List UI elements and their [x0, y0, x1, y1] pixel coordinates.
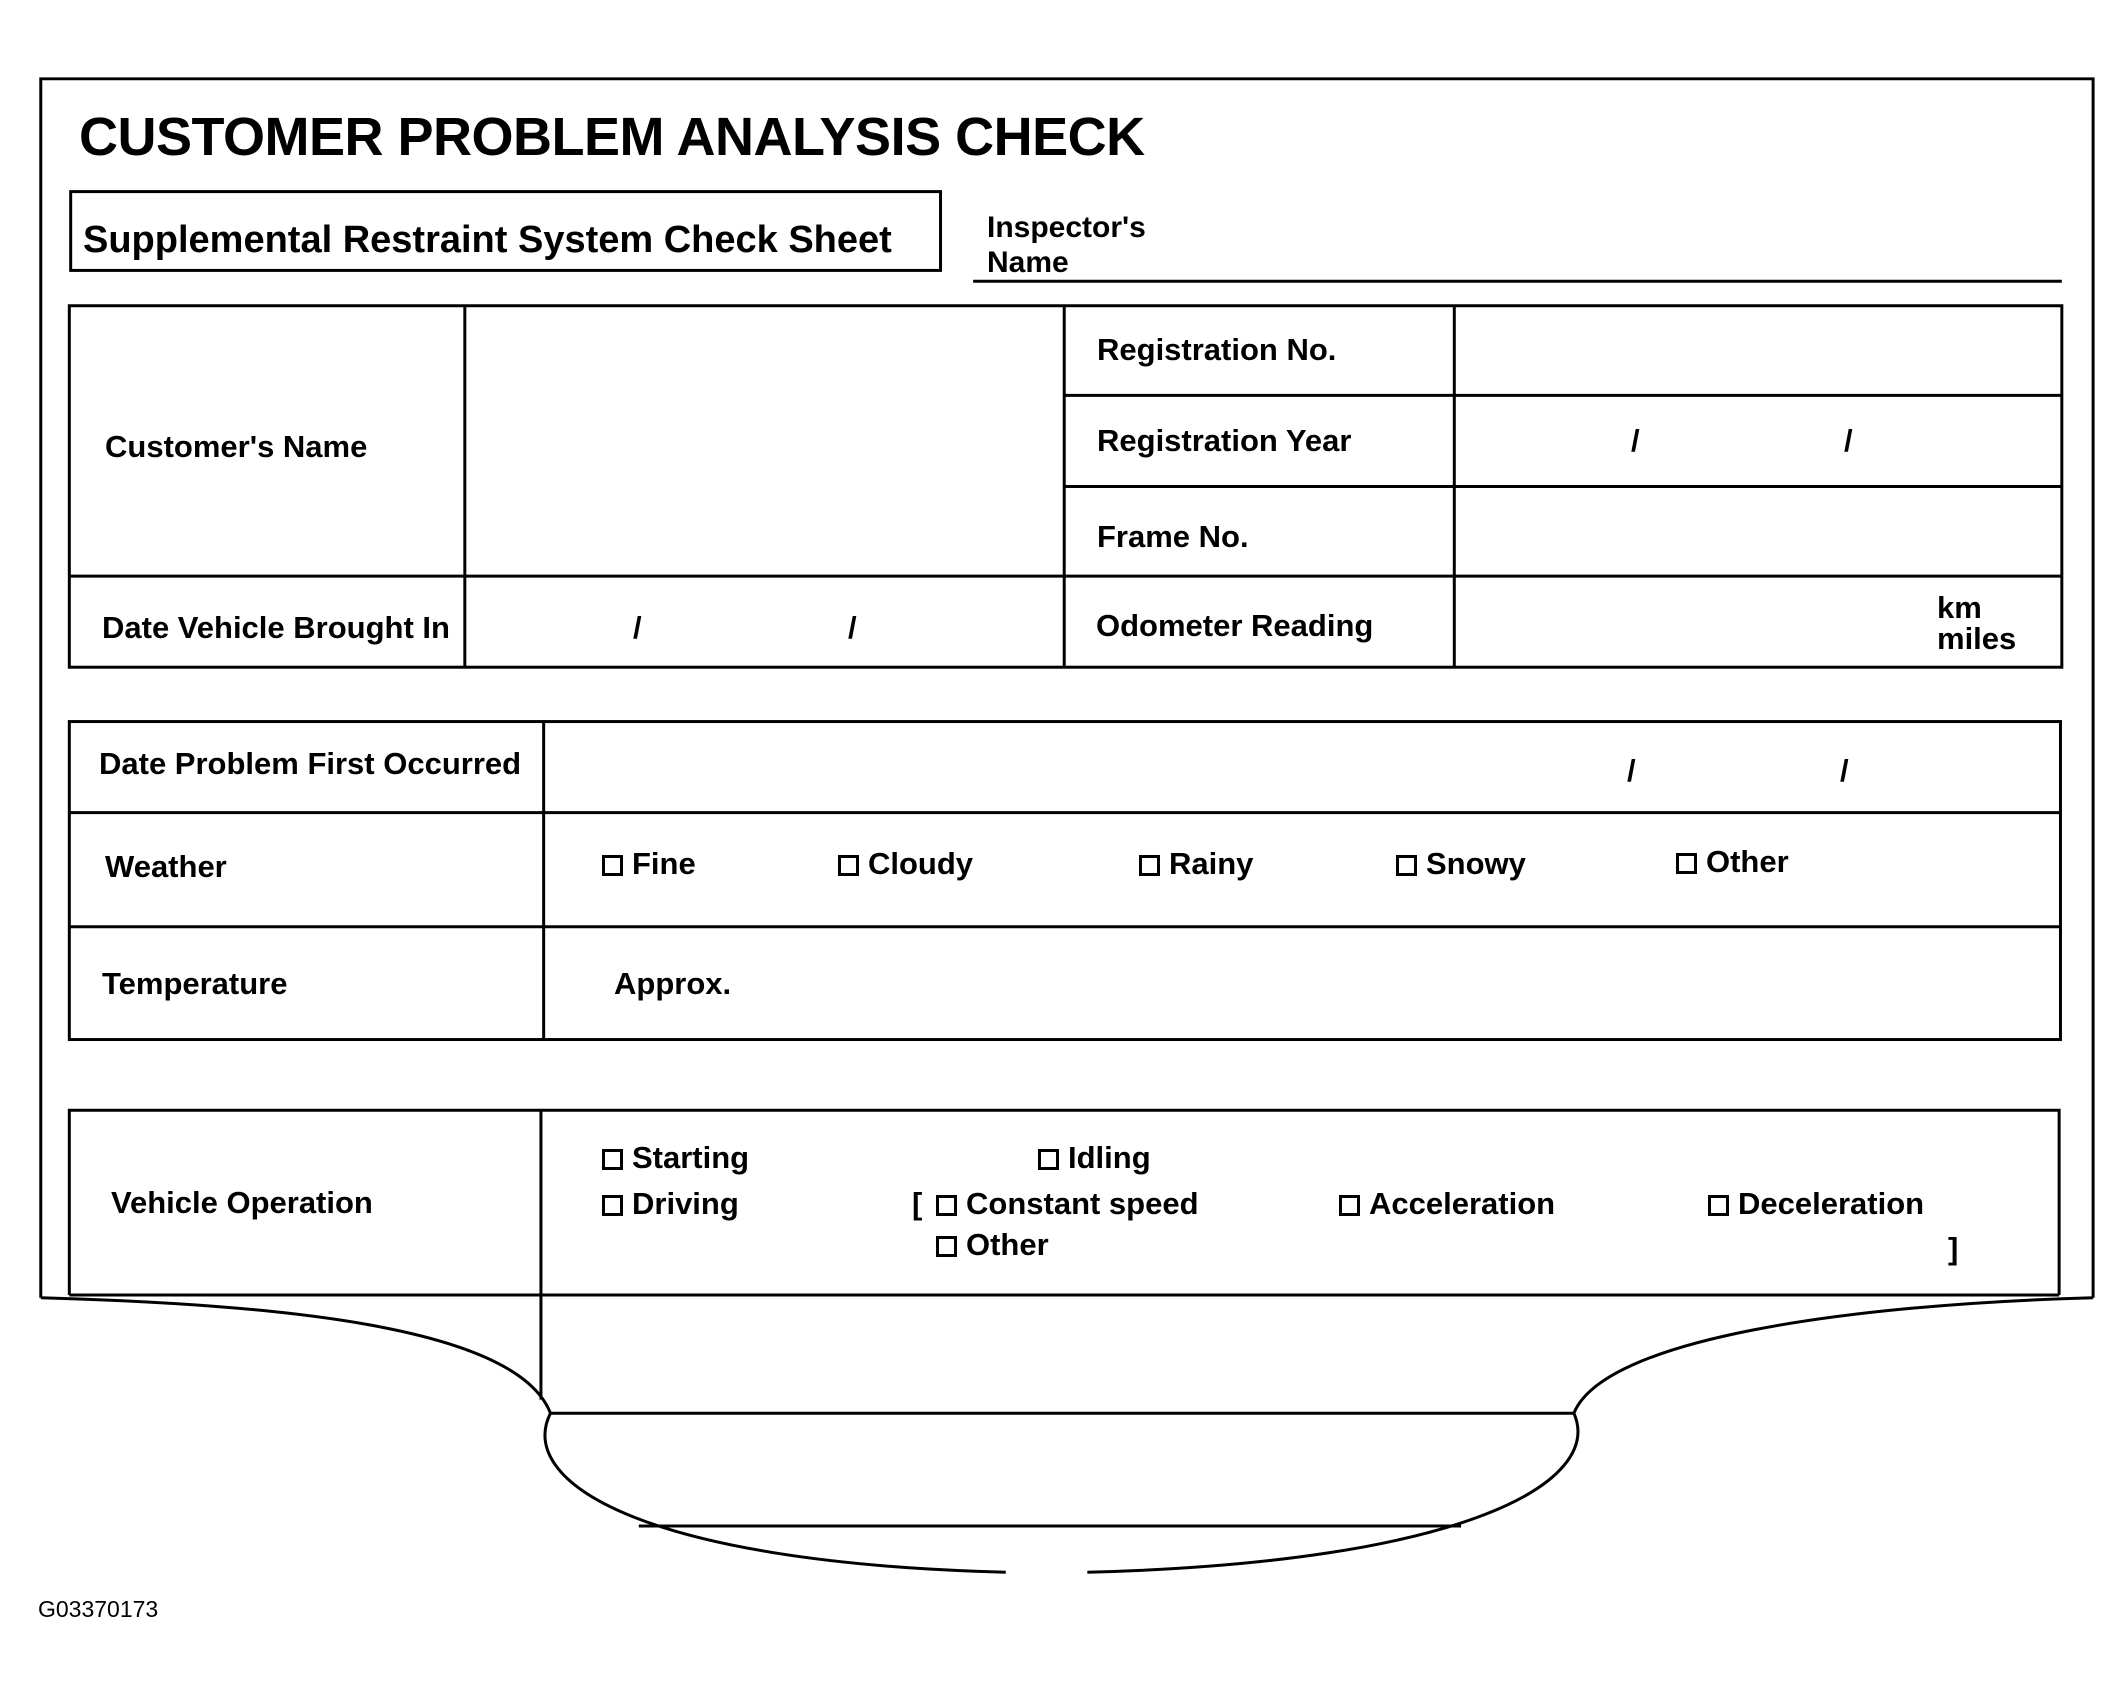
- checkbox[interactable]: [1396, 855, 1417, 876]
- checkbox[interactable]: [838, 855, 859, 876]
- weather-option-other[interactable]: Other: [1676, 846, 1789, 877]
- date-slash: /: [1840, 753, 1849, 788]
- operation-constant-speed[interactable]: Constant speed: [936, 1188, 1199, 1219]
- close-bracket: ]: [1948, 1231, 1959, 1266]
- date-slash: /: [1631, 423, 1640, 458]
- checkbox[interactable]: [602, 1149, 623, 1170]
- date-slash: /: [1844, 423, 1853, 458]
- open-bracket: [: [912, 1186, 923, 1221]
- weather-option-fine[interactable]: Fine: [602, 848, 696, 879]
- page-title: CUSTOMER PROBLEM ANALYSIS CHECK: [79, 107, 1145, 167]
- operation-acceleration[interactable]: Acceleration: [1339, 1188, 1555, 1219]
- operation-starting[interactable]: Starting: [602, 1142, 749, 1173]
- checkbox[interactable]: [602, 855, 623, 876]
- operation-other[interactable]: Other: [936, 1229, 1049, 1260]
- weather-option-snowy[interactable]: Snowy: [1396, 848, 1526, 879]
- date-brought-in-label: Date Vehicle Brought In: [102, 610, 450, 645]
- checkbox[interactable]: [1708, 1195, 1729, 1216]
- unit-miles: miles: [1937, 621, 2017, 656]
- check-sheet-subtitle: Supplemental Restraint System Check Shee…: [83, 219, 892, 261]
- checkbox[interactable]: [936, 1195, 957, 1216]
- date-slash: /: [1627, 753, 1636, 788]
- frame-no-label: Frame No.: [1097, 519, 1249, 554]
- weather-option-rainy[interactable]: Rainy: [1139, 848, 1253, 879]
- checkbox[interactable]: [1038, 1149, 1059, 1170]
- date-slash: /: [633, 610, 642, 645]
- vehicle-operation-label: Vehicle Operation: [111, 1185, 373, 1220]
- figure-id: G03370173: [38, 1596, 159, 1622]
- unit-km: km: [1937, 590, 1982, 625]
- date-first-occurred-label: Date Problem First Occurred: [99, 746, 522, 781]
- inspector-label-line1: Inspector's: [987, 211, 1146, 244]
- temperature-approx: Approx.: [614, 966, 732, 1001]
- customer-name-label: Customer's Name: [105, 429, 368, 464]
- date-slash: /: [848, 610, 857, 645]
- weather-label: Weather: [105, 849, 227, 884]
- weather-option-cloudy[interactable]: Cloudy: [838, 848, 973, 879]
- checkbox[interactable]: [936, 1236, 957, 1257]
- inspector-label-line2: Name: [987, 246, 1069, 279]
- checkbox[interactable]: [602, 1195, 623, 1216]
- registration-no-label: Registration No.: [1097, 332, 1337, 367]
- operation-deceleration[interactable]: Deceleration: [1708, 1188, 1924, 1219]
- temperature-label: Temperature: [102, 966, 288, 1001]
- operation-driving[interactable]: Driving: [602, 1188, 739, 1219]
- odometer-label: Odometer Reading: [1096, 608, 1374, 643]
- registration-year-label: Registration Year: [1097, 423, 1352, 458]
- checkbox[interactable]: [1676, 853, 1697, 874]
- operation-idling[interactable]: Idling: [1038, 1142, 1151, 1173]
- checkbox[interactable]: [1139, 855, 1160, 876]
- checkbox[interactable]: [1339, 1195, 1360, 1216]
